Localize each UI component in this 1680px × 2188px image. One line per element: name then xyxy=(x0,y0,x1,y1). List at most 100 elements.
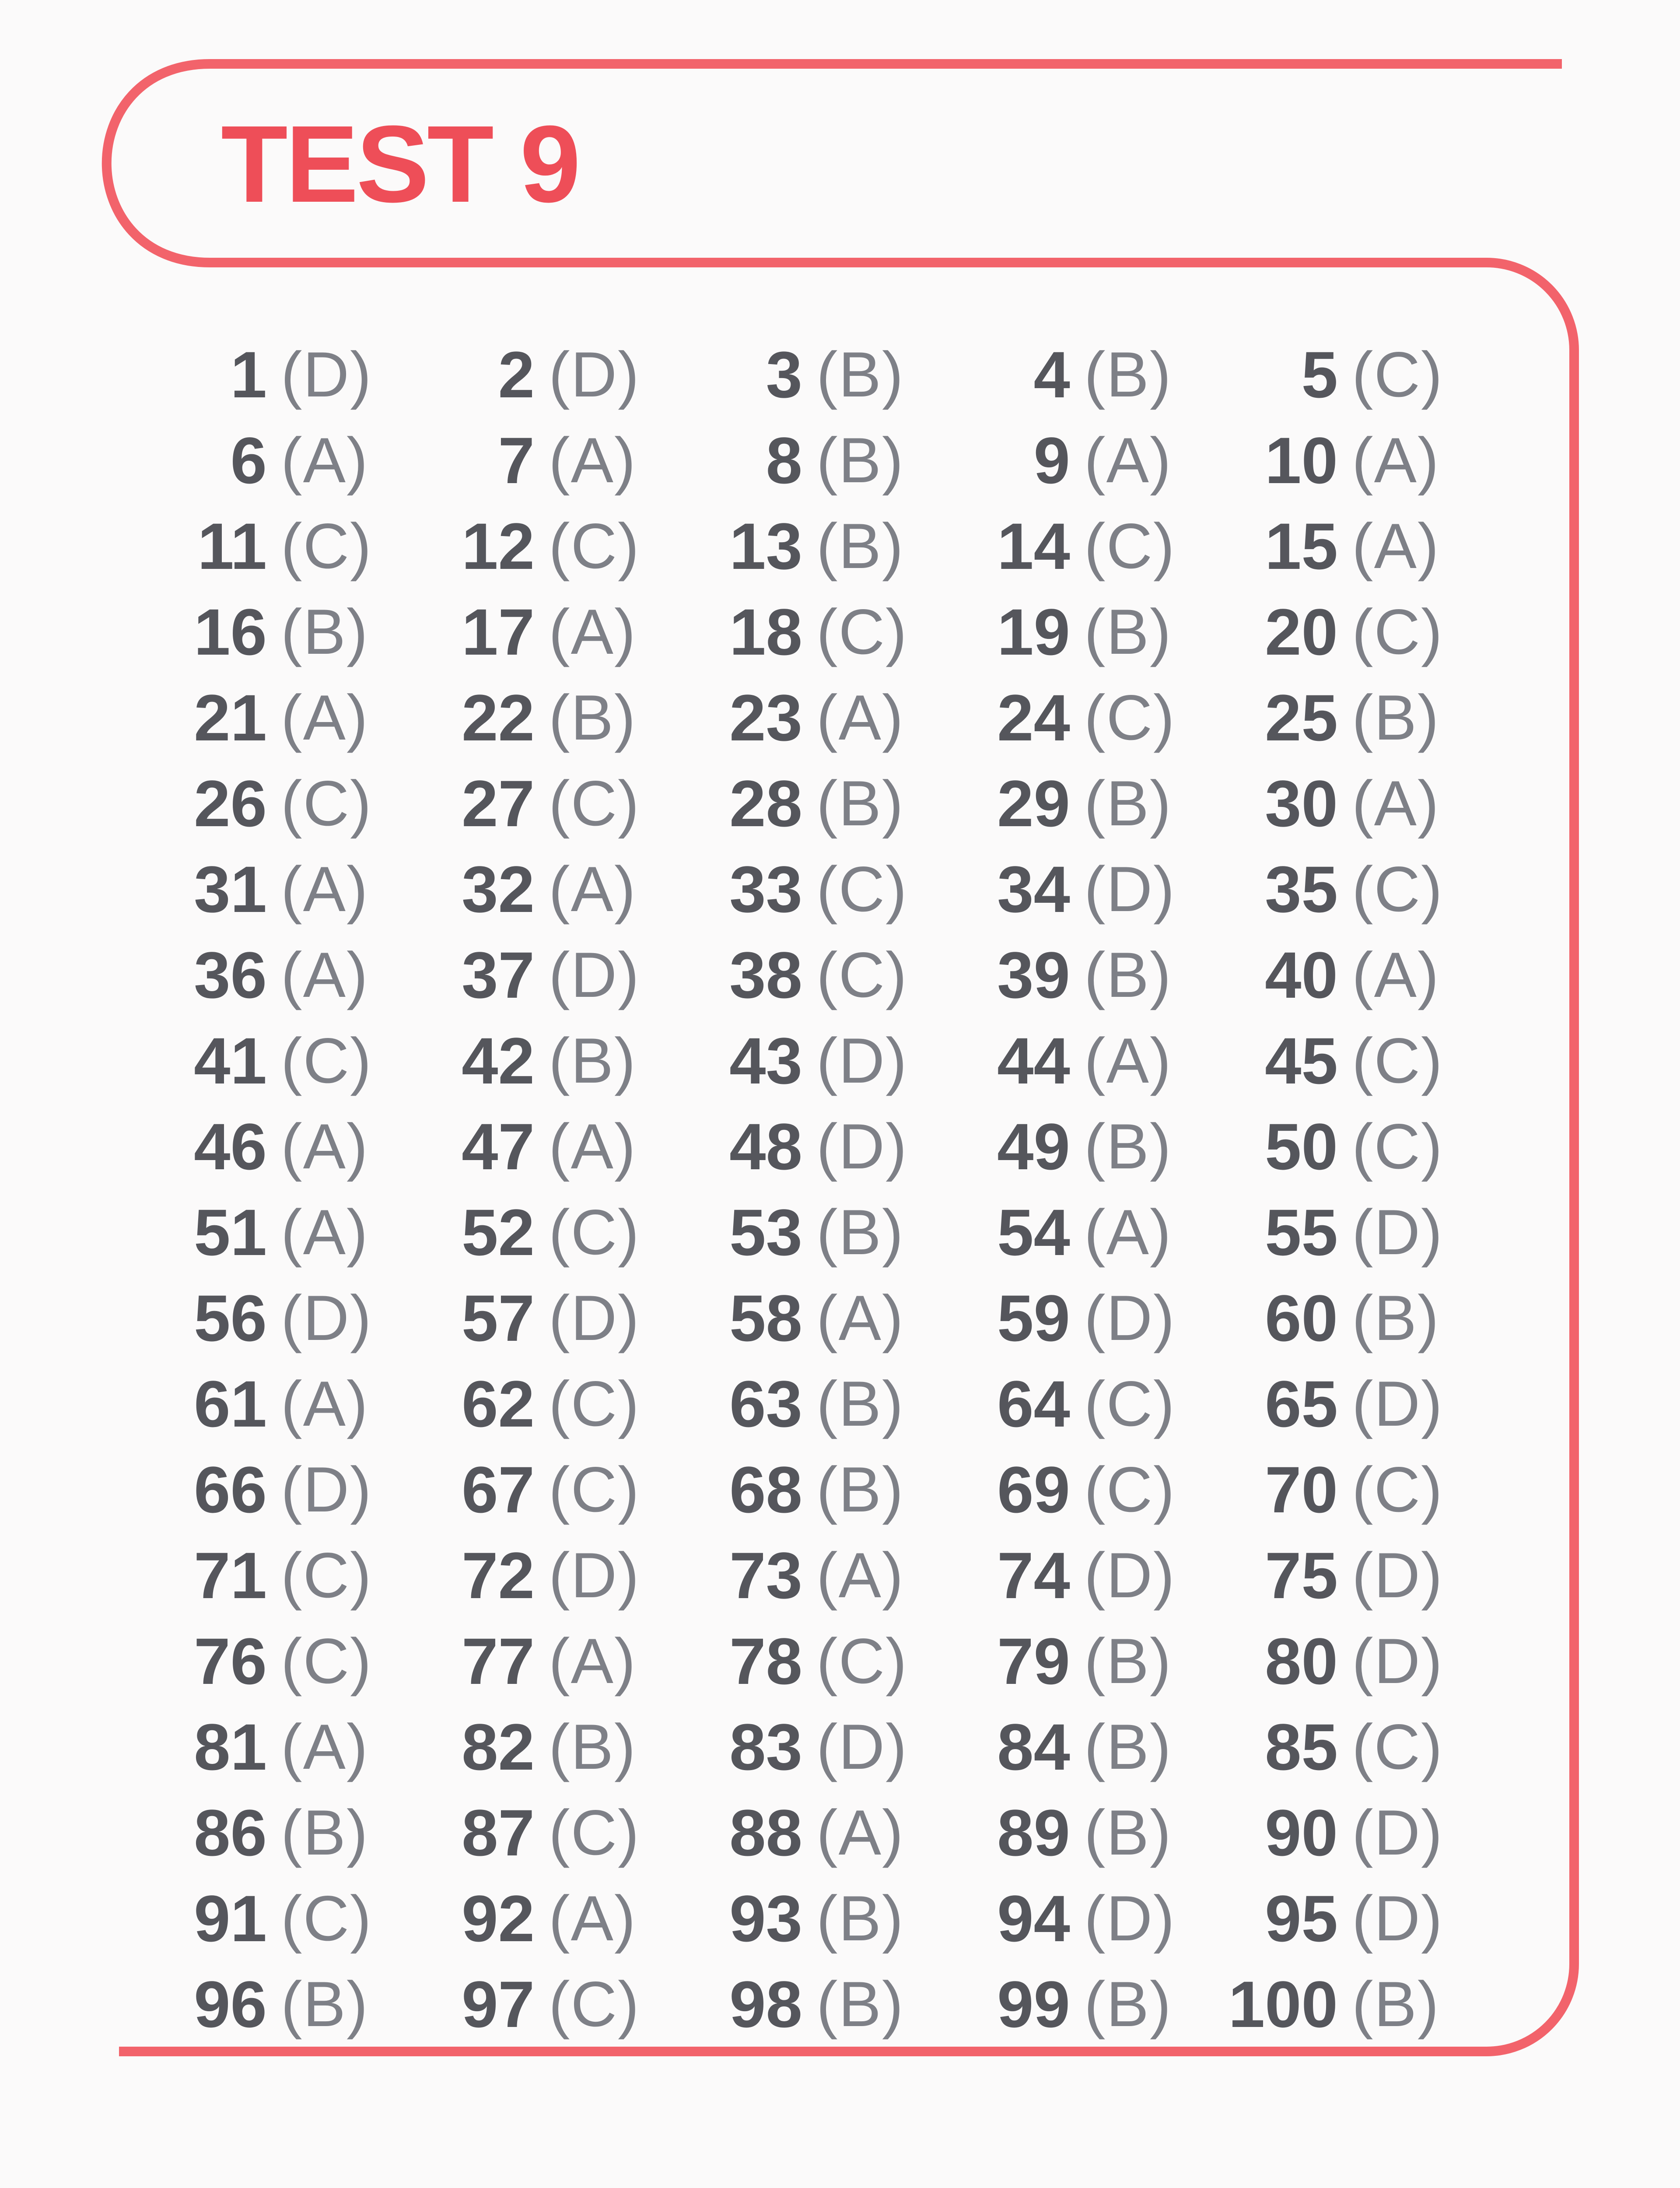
answer-letter: (C) xyxy=(816,939,908,1010)
answer-cell: 11 (C) xyxy=(153,503,421,589)
answer-letter: (B) xyxy=(1084,1111,1172,1182)
answer-cell: 37 (D) xyxy=(421,932,689,1018)
answer-cell: 78 (C) xyxy=(689,1618,956,1704)
answer-cell: 9 (A) xyxy=(956,417,1224,503)
answer-cell: 30 (A) xyxy=(1224,761,1492,846)
answer-cell: 61 (A) xyxy=(153,1361,421,1447)
question-number: 8 xyxy=(766,423,802,497)
answer-cell: 65 (D) xyxy=(1224,1361,1492,1447)
answer-cell: 57 (D) xyxy=(421,1275,689,1361)
answer-cell: 4 (B) xyxy=(956,332,1224,417)
answer-cell: 52 (C) xyxy=(421,1189,689,1275)
answer-letter: (C) xyxy=(1352,1025,1443,1096)
answer-letter: (D) xyxy=(1084,1539,1176,1611)
answer-cell: 100 (B) xyxy=(1224,1961,1492,2047)
question-number: 96 xyxy=(194,1967,267,2041)
question-number: 47 xyxy=(462,1109,535,1183)
question-number: 35 xyxy=(1265,852,1338,926)
answer-cell: 42 (B) xyxy=(421,1018,689,1104)
question-number: 4 xyxy=(1033,337,1070,411)
answer-cell: 53 (B) xyxy=(689,1189,956,1275)
answer-cell: 12 (C) xyxy=(421,503,689,589)
answer-cell: 99 (B) xyxy=(956,1961,1224,2047)
answer-cell: 63 (B) xyxy=(689,1361,956,1447)
answer-letter: (B) xyxy=(816,1196,904,1268)
answer-cell: 95 (D) xyxy=(1224,1876,1492,1961)
answer-cell: 60 (B) xyxy=(1224,1275,1492,1361)
answer-cell: 89 (B) xyxy=(956,1790,1224,1876)
answer-letter: (C) xyxy=(1352,853,1443,925)
question-number: 82 xyxy=(462,1710,535,1784)
answer-cell: 44 (A) xyxy=(956,1018,1224,1104)
answer-cell: 35 (C) xyxy=(1224,846,1492,932)
answer-letter: (D) xyxy=(1084,1883,1176,1954)
answer-cell: 80 (D) xyxy=(1224,1618,1492,1704)
answer-cell: 88 (A) xyxy=(689,1790,956,1876)
answer-cell: 20 (C) xyxy=(1224,589,1492,675)
question-number: 71 xyxy=(194,1538,267,1612)
answer-cell: 56 (D) xyxy=(153,1275,421,1361)
answer-letter: (C) xyxy=(1352,339,1443,410)
question-number: 21 xyxy=(194,680,267,754)
answer-letter: (A) xyxy=(281,939,369,1010)
answer-letter: (C) xyxy=(281,1625,372,1697)
answer-letter: (A) xyxy=(1084,1196,1172,1268)
answer-cell: 87 (C) xyxy=(421,1790,689,1876)
answer-letter: (B) xyxy=(1084,768,1172,839)
answer-letter: (C) xyxy=(1352,1454,1443,1525)
answer-letter: (B) xyxy=(1352,1282,1440,1353)
question-number: 17 xyxy=(462,595,535,669)
answer-cell: 50 (C) xyxy=(1224,1104,1492,1189)
question-number: 66 xyxy=(194,1452,267,1526)
answer-letter: (B) xyxy=(1352,1968,1440,2040)
answer-cell: 16 (B) xyxy=(153,589,421,675)
question-number: 54 xyxy=(997,1195,1070,1269)
question-number: 79 xyxy=(997,1624,1070,1698)
answer-letter: (B) xyxy=(816,1883,904,1954)
answer-letter: (A) xyxy=(549,1625,637,1697)
answer-letter: (A) xyxy=(816,1539,904,1611)
answer-letter: (C) xyxy=(1084,510,1176,582)
answer-letter: (C) xyxy=(549,1368,640,1439)
question-number: 100 xyxy=(1228,1967,1338,2041)
answer-letter: (A) xyxy=(1352,510,1440,582)
question-number: 49 xyxy=(997,1109,1070,1183)
answer-letter: (B) xyxy=(281,1968,369,2040)
answer-cell: 47 (A) xyxy=(421,1104,689,1189)
answer-letter: (B) xyxy=(549,1025,637,1096)
question-number: 16 xyxy=(194,595,267,669)
question-number: 43 xyxy=(729,1024,802,1098)
answer-cell: 32 (A) xyxy=(421,846,689,932)
answer-letter: (C) xyxy=(1084,1368,1176,1439)
question-number: 62 xyxy=(462,1367,535,1441)
question-number: 94 xyxy=(997,1881,1070,1955)
question-number: 59 xyxy=(997,1281,1070,1355)
answer-letter: (D) xyxy=(1084,1282,1176,1353)
question-number: 26 xyxy=(194,766,267,840)
answer-cell: 29 (B) xyxy=(956,761,1224,846)
answer-cell: 85 (C) xyxy=(1224,1704,1492,1790)
answer-cell: 68 (B) xyxy=(689,1447,956,1532)
answer-cell: 23 (A) xyxy=(689,675,956,761)
question-number: 72 xyxy=(462,1538,535,1612)
answer-cell: 59 (D) xyxy=(956,1275,1224,1361)
question-number: 7 xyxy=(498,423,535,497)
answer-cell: 15 (A) xyxy=(1224,503,1492,589)
question-number: 25 xyxy=(1265,680,1338,754)
answer-letter: (C) xyxy=(549,1797,640,1868)
answer-cell: 19 (B) xyxy=(956,589,1224,675)
question-number: 22 xyxy=(462,680,535,754)
question-number: 5 xyxy=(1301,337,1338,411)
question-number: 91 xyxy=(194,1881,267,1955)
answer-cell: 10 (A) xyxy=(1224,417,1492,503)
answer-letter: (A) xyxy=(281,1111,369,1182)
question-number: 36 xyxy=(194,938,267,1012)
question-number: 53 xyxy=(729,1195,802,1269)
answer-letter: (D) xyxy=(281,339,372,410)
answer-letter: (A) xyxy=(549,596,637,667)
question-number: 78 xyxy=(729,1624,802,1698)
answer-cell: 6 (A) xyxy=(153,417,421,503)
question-number: 86 xyxy=(194,1795,267,1869)
answer-cell: 72 (D) xyxy=(421,1532,689,1618)
answer-cell: 62 (C) xyxy=(421,1361,689,1447)
